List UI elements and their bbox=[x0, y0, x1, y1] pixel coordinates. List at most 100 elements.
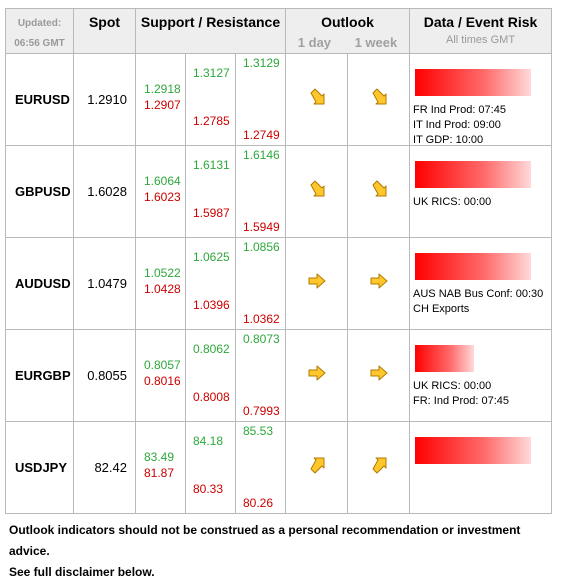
outlook-1day bbox=[285, 421, 349, 514]
outlook-1day bbox=[285, 53, 349, 146]
sr-column-1: 1.0522 1.0428 bbox=[135, 237, 186, 330]
arrow-right-icon bbox=[370, 273, 388, 289]
event-risk-cell: AUS NAB Bus Conf: 00:30 CH Exports bbox=[409, 237, 553, 330]
spot-header-label: Spot bbox=[88, 14, 121, 30]
spot-header: Spot bbox=[73, 8, 136, 54]
arrow-down-right-icon bbox=[372, 180, 387, 197]
outlook-header: Outlook 1 day 1 week bbox=[285, 8, 411, 54]
resistance-1: 1.2907 bbox=[144, 98, 181, 112]
event-list: UK RICS: 00:00 bbox=[413, 195, 491, 210]
disclaimer-line-1: Outlook indicators should not be constru… bbox=[9, 523, 521, 558]
resistance-2: 80.33 bbox=[193, 482, 224, 496]
support-2: 1.0625 bbox=[193, 250, 230, 264]
support-1: 1.6064 bbox=[144, 174, 181, 188]
risk-bar bbox=[415, 69, 532, 96]
support-resistance-header: Support / Resistance bbox=[134, 8, 287, 54]
event-item: IT GDP: 10:00 bbox=[413, 134, 484, 146]
arrow-right-icon bbox=[370, 365, 388, 381]
support-3: 0.8073 bbox=[243, 332, 280, 346]
outlook-1week bbox=[347, 421, 411, 514]
sr-column-2: 84.18 80.33 bbox=[185, 421, 236, 514]
arrow-right-icon bbox=[308, 365, 326, 381]
outlook-1day bbox=[285, 145, 349, 238]
sr-column-3: 1.3129 1.2749 bbox=[234, 53, 287, 146]
spot-price: 1.6028 bbox=[73, 145, 136, 238]
spot-price: 1.0479 bbox=[73, 237, 136, 330]
event-risk-cell: UK RICS: 00:00 bbox=[409, 145, 553, 238]
event-item: CH Exports bbox=[413, 303, 470, 315]
support-3: 1.6146 bbox=[243, 148, 280, 162]
event-item: AUS NAB Bus Conf: 00:30 bbox=[413, 288, 544, 300]
resistance-1: 81.87 bbox=[144, 466, 175, 480]
arrow-right-icon bbox=[308, 273, 326, 289]
support-2: 1.6131 bbox=[193, 158, 230, 172]
spot-price: 82.42 bbox=[73, 421, 136, 514]
sr-column-3: 0.8073 0.7993 bbox=[234, 329, 287, 422]
resistance-1: 1.6023 bbox=[144, 190, 181, 204]
support-1: 83.49 bbox=[144, 450, 175, 464]
resistance-2: 0.8008 bbox=[193, 390, 230, 404]
sr-column-1: 0.8057 0.8016 bbox=[135, 329, 186, 422]
support-1: 1.0522 bbox=[144, 266, 181, 280]
event-risk-cell: FR Ind Prod: 07:45 IT Ind Prod: 09:00 IT G… bbox=[409, 53, 553, 146]
updated-label: Updated: bbox=[17, 18, 62, 29]
table-row: GBPUSD 1.6028 1.6064 1.6023 1.6131 1.5987 1.61… bbox=[5, 145, 553, 238]
support-3: 1.0856 bbox=[243, 240, 280, 254]
risk-bar bbox=[415, 345, 475, 372]
table-row: USDJPY 82.42 83.49 81.87 84.18 80.33 85.53 80.2… bbox=[5, 421, 553, 514]
outlook-1day bbox=[285, 237, 349, 330]
event-item: FR Ind Prod: 07:45 bbox=[413, 104, 506, 116]
sr-column-2: 1.6131 1.5987 bbox=[185, 145, 236, 238]
resistance-3: 1.0362 bbox=[243, 312, 280, 326]
pair-name: AUDUSD bbox=[5, 237, 74, 330]
updated-time: 06:56 GMT bbox=[14, 38, 65, 49]
arrow-down-right-icon bbox=[310, 88, 325, 105]
table-row: EURGBP 0.8055 0.8057 0.8016 0.8062 0.8008 0.80… bbox=[5, 329, 553, 422]
support-1: 1.2918 bbox=[144, 82, 181, 96]
risk-header-sub: All times GMT bbox=[445, 34, 516, 46]
sr-column-1: 83.49 81.87 bbox=[135, 421, 186, 514]
support-1: 0.8057 bbox=[144, 358, 181, 372]
disclaimer-line-2: See full disclaimer below. bbox=[9, 565, 155, 579]
resistance-1: 0.8016 bbox=[144, 374, 181, 388]
fx-table: Updated: 06:56 GMT Spot Support / Resist… bbox=[5, 8, 553, 514]
risk-bar bbox=[415, 437, 532, 464]
sr-column-2: 0.8062 0.8008 bbox=[185, 329, 236, 422]
risk-bar bbox=[415, 253, 532, 280]
resistance-2: 1.5987 bbox=[193, 206, 230, 220]
outlook-1week bbox=[347, 237, 411, 330]
outlook-1week bbox=[347, 329, 411, 422]
event-item: UK RICS: 00:00 bbox=[413, 380, 492, 392]
outlook-1day bbox=[285, 329, 349, 422]
event-list: AUS NAB Bus Conf: 00:30 CH Exports bbox=[413, 287, 543, 317]
arrow-up-right-icon bbox=[310, 457, 325, 474]
event-risk-cell bbox=[409, 421, 553, 514]
risk-header: Data / Event Risk All times GMT bbox=[409, 8, 553, 54]
sr-column-3: 1.0856 1.0362 bbox=[234, 237, 287, 330]
pair-name: EURUSD bbox=[5, 53, 74, 146]
spot-price: 0.8055 bbox=[73, 329, 136, 422]
sr-column-2: 1.0625 1.0396 bbox=[185, 237, 236, 330]
risk-header-label: Data / Event Risk bbox=[423, 14, 538, 30]
support-3: 85.53 bbox=[243, 424, 274, 438]
disclaimer: Outlook indicators should not be constru… bbox=[5, 520, 551, 583]
resistance-1: 1.0428 bbox=[144, 282, 181, 296]
resistance-2: 1.2785 bbox=[193, 114, 230, 128]
event-item: UK RICS: 00:00 bbox=[413, 196, 492, 208]
fx-outlook-panel: Updated: 06:56 GMT Spot Support / Resist… bbox=[5, 8, 553, 583]
support-3: 1.3129 bbox=[243, 56, 280, 70]
resistance-3: 1.2749 bbox=[243, 128, 280, 142]
resistance-3: 80.26 bbox=[243, 496, 274, 510]
table-row: AUDUSD 1.0479 1.0522 1.0428 1.0625 1.0396 1.08… bbox=[5, 237, 553, 330]
support-2: 1.3127 bbox=[193, 66, 230, 80]
risk-bar bbox=[415, 161, 532, 188]
pair-name: GBPUSD bbox=[5, 145, 74, 238]
resistance-3: 0.7993 bbox=[243, 404, 280, 418]
outlook-label: Outlook bbox=[321, 14, 374, 30]
sr-column-1: 1.6064 1.6023 bbox=[135, 145, 186, 238]
support-2: 0.8062 bbox=[193, 342, 230, 356]
arrow-up-right-icon bbox=[372, 457, 387, 474]
support-2: 84.18 bbox=[193, 434, 224, 448]
outlook-1week bbox=[347, 53, 411, 146]
header-row: Updated: 06:56 GMT Spot Support / Resist… bbox=[5, 8, 553, 54]
